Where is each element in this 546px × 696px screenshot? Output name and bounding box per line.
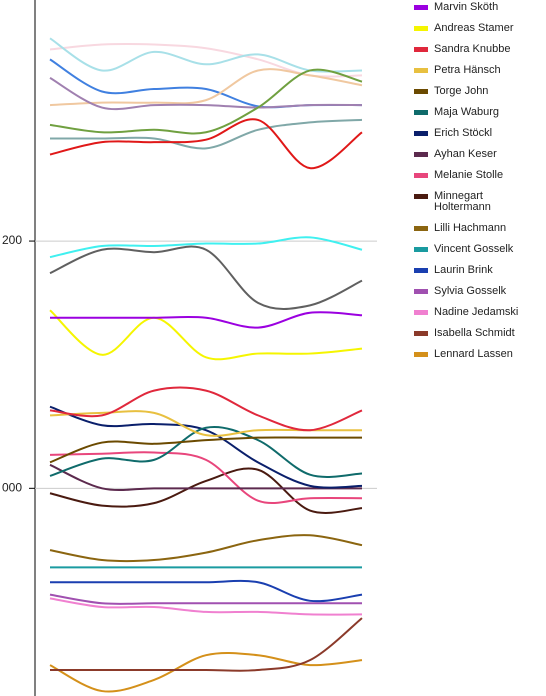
series-line xyxy=(49,68,363,135)
plot-area xyxy=(49,37,363,693)
legend-item: Petra Hänsch xyxy=(414,64,534,76)
legend-item: Ayhan Keser xyxy=(414,148,534,160)
legend-swatch xyxy=(414,226,428,231)
legend-swatch xyxy=(414,89,428,94)
series-line xyxy=(49,467,363,514)
legend-swatch xyxy=(414,5,428,10)
y-tick-label: 000 xyxy=(2,480,22,494)
legend-item: Andreas Stamer xyxy=(414,22,534,34)
series-line xyxy=(49,386,363,432)
series-line xyxy=(49,463,362,492)
series-line xyxy=(49,597,363,616)
legend-swatch xyxy=(414,247,428,252)
legend-label: Minnegart Holtermann xyxy=(434,190,491,213)
series-line xyxy=(49,534,363,563)
series-line xyxy=(49,118,363,150)
series-line xyxy=(49,311,363,329)
legend-item: Sylvia Gosselk xyxy=(414,285,534,297)
legend-swatch xyxy=(414,47,428,52)
series-line xyxy=(49,309,363,361)
legend-label: Maja Waburg xyxy=(434,106,500,118)
legend-item: Nadine Jedamski xyxy=(414,306,534,318)
series-line xyxy=(49,451,363,505)
legend-item: Lennard Lassen xyxy=(414,348,534,360)
legend-label: Melanie Stolle xyxy=(434,169,504,181)
legend-swatch xyxy=(414,152,428,157)
series-line xyxy=(49,651,363,693)
series-line xyxy=(49,593,362,605)
legend-label: Sandra Knubbe xyxy=(434,43,511,55)
series-line xyxy=(49,77,363,111)
legend-item: Melanie Stolle xyxy=(414,169,534,181)
legend-item: Lilli Hachmann xyxy=(414,222,534,234)
legend-swatch xyxy=(414,26,428,31)
series-line xyxy=(49,617,363,672)
series-line xyxy=(49,37,363,73)
legend-swatch xyxy=(414,289,428,294)
legend-label: Lilli Hachmann xyxy=(434,222,507,234)
legend-item: Laurin Brink xyxy=(414,264,534,276)
legend-item: Erich Stöckl xyxy=(414,127,534,139)
legend-label: Isabella Schmidt xyxy=(434,327,515,339)
series-line xyxy=(49,405,363,489)
legend-item: Maja Waburg xyxy=(414,106,534,118)
legend-label: Vincent Gosselk xyxy=(434,243,514,255)
series-line xyxy=(49,68,363,107)
legend: Marvin Sköth Andreas Stamer Sandra Knubbe P… xyxy=(414,1,534,369)
legend-swatch xyxy=(414,268,428,273)
series-line xyxy=(50,579,363,603)
legend-item: Torge John xyxy=(414,85,534,97)
series-line xyxy=(49,118,363,170)
legend-swatch xyxy=(414,68,428,73)
legend-label: Laurin Brink xyxy=(434,264,493,276)
legend-swatch xyxy=(414,352,428,357)
legend-swatch xyxy=(414,331,428,336)
legend-label: Ayhan Keser xyxy=(434,148,497,160)
legend-swatch xyxy=(414,110,428,115)
legend-item: Marvin Sköth xyxy=(414,1,534,13)
legend-item: Minnegart Holtermann xyxy=(414,190,534,213)
legend-label: Andreas Stamer xyxy=(434,22,514,34)
legend-label: Torge John xyxy=(434,85,489,97)
legend-label: Erich Stöckl xyxy=(434,127,493,139)
legend-swatch xyxy=(414,310,428,315)
series-line xyxy=(49,236,363,259)
legend-label: Marvin Sköth xyxy=(434,1,499,13)
legend-label: Nadine Jedamski xyxy=(434,306,519,318)
legend-swatch xyxy=(414,131,428,136)
legend-label: Lennard Lassen xyxy=(434,348,513,360)
legend-label: Sylvia Gosselk xyxy=(434,285,507,297)
legend-item: Vincent Gosselk xyxy=(414,243,534,255)
series-line xyxy=(49,426,363,478)
series-line xyxy=(49,436,362,464)
series-line xyxy=(49,245,363,310)
y-tick-label: 200 xyxy=(2,233,22,247)
legend-swatch xyxy=(414,173,428,178)
legend-label: Petra Hänsch xyxy=(434,64,501,76)
legend-item: Sandra Knubbe xyxy=(414,43,534,55)
legend-item: Isabella Schmidt xyxy=(414,327,534,339)
legend-swatch xyxy=(414,194,428,199)
